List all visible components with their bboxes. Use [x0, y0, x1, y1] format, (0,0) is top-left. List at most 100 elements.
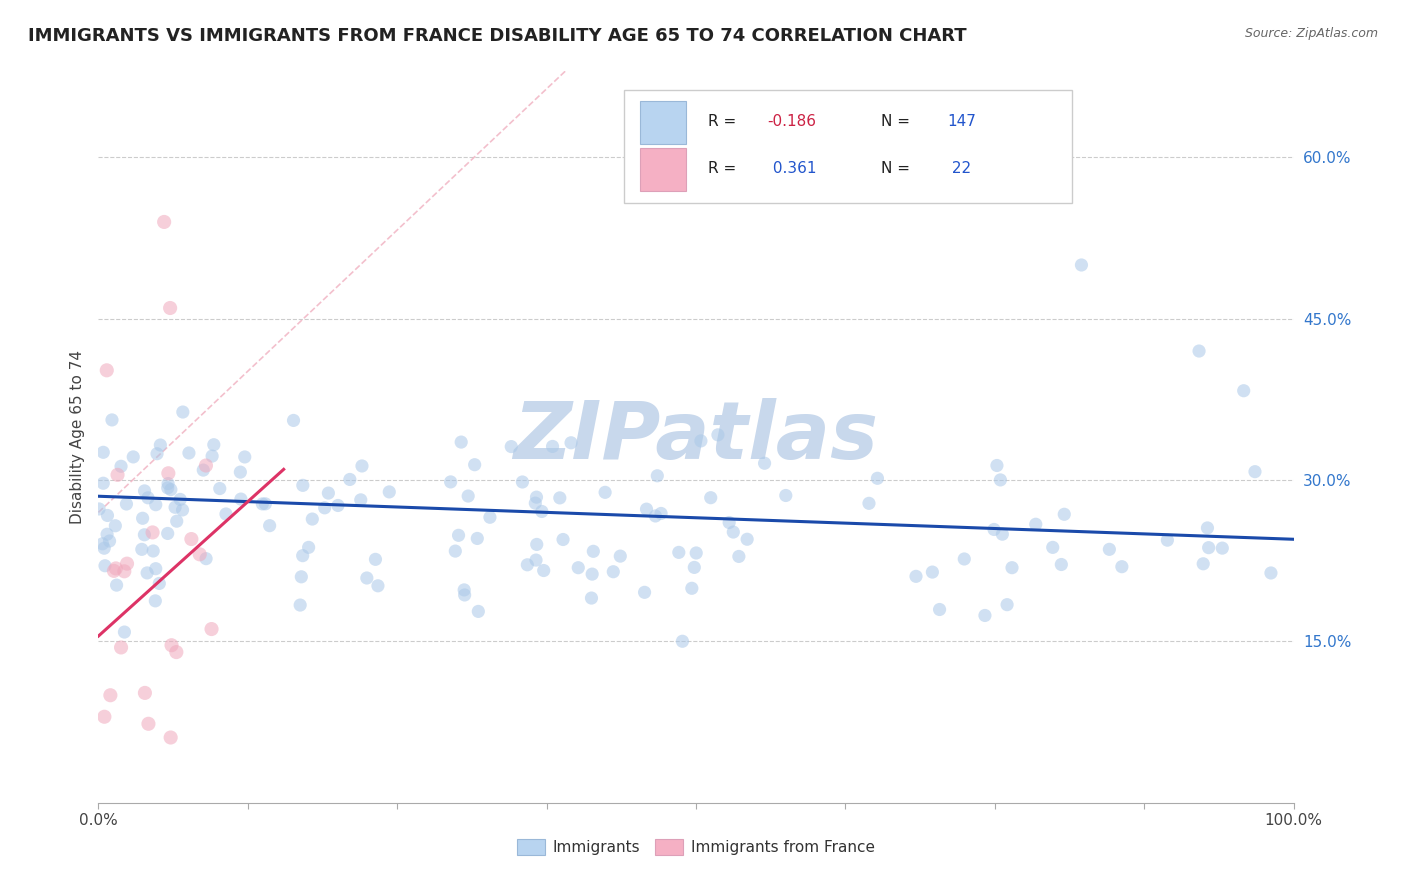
Point: [195, 551, 218, 566]
Point: [990, 473, 1012, 487]
Point: [172, 405, 194, 419]
Point: [644, 508, 666, 523]
Point: [98, 688, 122, 702]
Point: [447, 528, 470, 542]
Point: [1188, 344, 1211, 359]
Point: [252, 497, 274, 511]
Point: [91, 476, 114, 491]
Point: [142, 544, 165, 558]
Text: N =: N =: [882, 113, 915, 128]
Point: [134, 528, 156, 542]
Point: [560, 435, 582, 450]
Point: [991, 527, 1014, 541]
Point: [115, 557, 138, 571]
Point: [177, 446, 200, 460]
Point: [530, 504, 553, 518]
Point: [593, 485, 616, 500]
Point: [728, 549, 751, 564]
Point: [440, 475, 463, 489]
Point: [453, 588, 475, 602]
Point: [633, 585, 655, 599]
Point: [159, 301, 181, 315]
Point: [112, 564, 135, 578]
Point: [91, 445, 114, 459]
Point: [904, 569, 927, 583]
Point: [339, 473, 361, 487]
Point: [681, 582, 703, 596]
Point: [921, 565, 943, 579]
Point: [1156, 533, 1178, 548]
Point: [143, 594, 166, 608]
Point: [350, 458, 373, 473]
Point: [165, 500, 187, 515]
Point: [208, 482, 231, 496]
Point: [1042, 541, 1064, 555]
Point: [444, 544, 467, 558]
Point: [160, 483, 183, 497]
Point: [160, 638, 183, 652]
Text: N =: N =: [882, 161, 915, 176]
Point: [145, 498, 167, 512]
Point: [526, 537, 548, 551]
Point: [636, 502, 658, 516]
Point: [650, 507, 672, 521]
Point: [169, 492, 191, 507]
Point: [465, 532, 488, 546]
Point: [110, 459, 132, 474]
Point: [350, 492, 373, 507]
Point: [467, 604, 489, 618]
Point: [259, 518, 281, 533]
Point: [136, 566, 159, 580]
Point: [134, 483, 156, 498]
Point: [775, 488, 797, 502]
Point: [314, 500, 336, 515]
Point: [194, 458, 217, 473]
Point: [1001, 560, 1024, 574]
Point: [671, 634, 693, 648]
Point: [122, 450, 145, 464]
Text: 147: 147: [948, 113, 976, 128]
Point: [453, 582, 475, 597]
Point: [202, 438, 225, 452]
Text: Source: ZipAtlas.com: Source: ZipAtlas.com: [1244, 27, 1378, 40]
Point: [156, 526, 179, 541]
Legend: Immigrants, Immigrants from France: Immigrants, Immigrants from France: [512, 833, 880, 861]
Point: [953, 552, 976, 566]
Point: [215, 507, 238, 521]
Point: [974, 608, 997, 623]
FancyBboxPatch shape: [640, 101, 686, 144]
Point: [254, 497, 277, 511]
Point: [356, 571, 378, 585]
Point: [288, 598, 311, 612]
Point: [115, 497, 138, 511]
Point: [103, 564, 125, 578]
Point: [136, 491, 159, 505]
Point: [983, 523, 1005, 537]
Point: [723, 524, 745, 539]
Point: [690, 434, 713, 448]
Point: [94, 558, 117, 573]
Point: [104, 518, 127, 533]
Point: [159, 731, 181, 745]
Point: [138, 716, 160, 731]
Point: [318, 486, 340, 500]
Point: [464, 458, 486, 472]
Point: [1198, 541, 1220, 555]
Point: [699, 491, 721, 505]
Point: [858, 496, 880, 510]
Point: [148, 576, 170, 591]
Point: [1244, 465, 1267, 479]
Point: [298, 541, 321, 555]
Point: [1211, 541, 1233, 555]
Point: [301, 512, 323, 526]
Point: [200, 622, 222, 636]
Point: [581, 591, 603, 605]
Point: [1070, 258, 1092, 272]
Point: [131, 542, 153, 557]
Point: [512, 475, 534, 489]
Point: [188, 547, 211, 561]
Point: [157, 467, 180, 481]
Point: [516, 558, 538, 572]
Point: [96, 363, 118, 377]
Point: [1192, 557, 1215, 571]
